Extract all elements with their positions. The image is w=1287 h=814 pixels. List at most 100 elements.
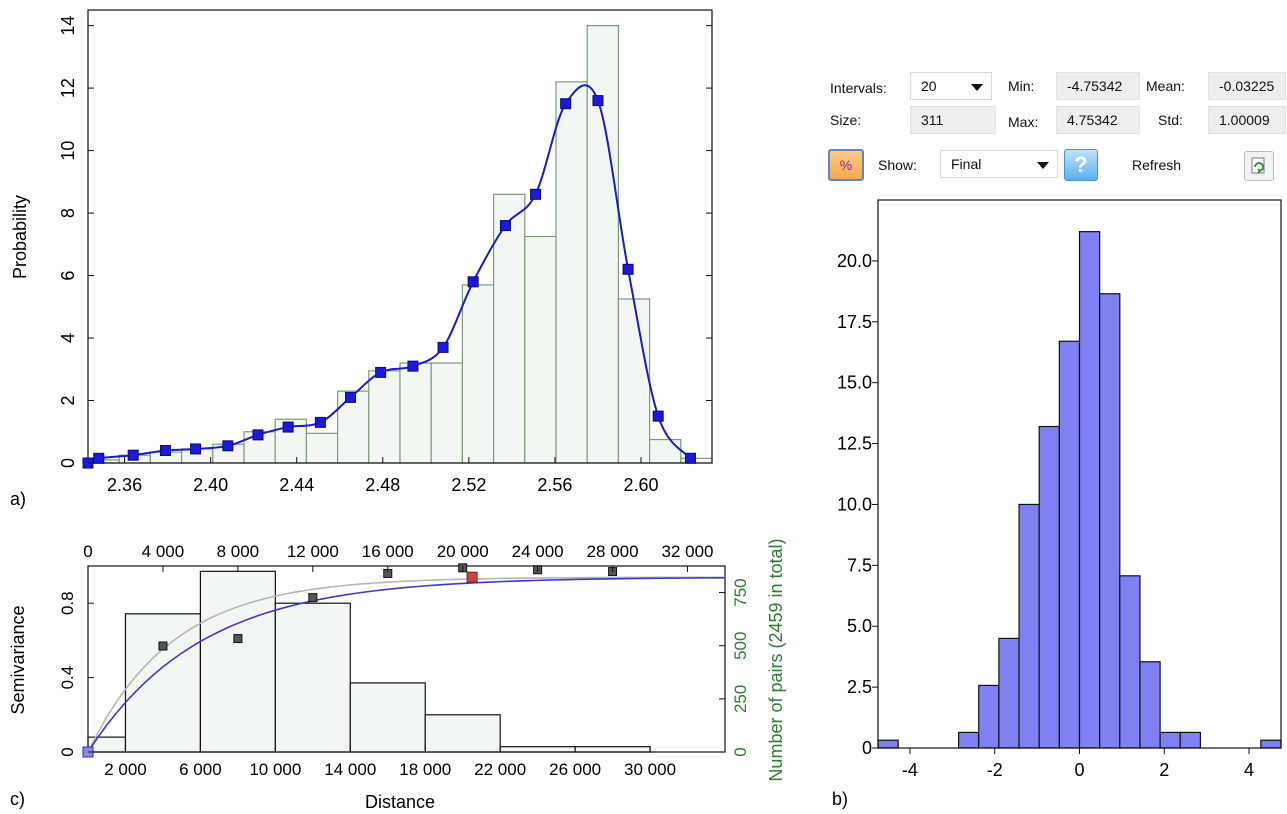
model-curve-gray	[87, 576, 726, 753]
bottom-x-tick-label: 10 000	[249, 760, 301, 779]
histogram-bar	[617, 298, 651, 464]
y-tick-label: 10	[58, 141, 78, 161]
data-point	[592, 95, 604, 107]
semivariance-point	[233, 634, 243, 644]
y2-axis-label: Number of pairs (2459 in total)	[766, 538, 786, 781]
x-tick-label: 2.44	[279, 475, 314, 495]
x-tick-label: 0	[1074, 760, 1084, 780]
histogram-bar	[430, 362, 464, 464]
y-tick-label: 20.0	[837, 251, 872, 271]
intervals-label: Intervals:	[830, 80, 887, 96]
bottom-x-tick-label: 6 000	[179, 760, 222, 779]
histogram-bar	[555, 81, 588, 464]
histogram-chart-b: -4 -2 0 2 4 0 2.5 5.0 7.5 10.0 12.5 15.0 17.5 20.0	[837, 199, 1282, 780]
data-point	[467, 276, 479, 288]
std-value: 1.00009	[1208, 106, 1286, 134]
top-x-tick-label: 12 000	[287, 542, 339, 561]
x-tick-label: 2.52	[451, 475, 486, 495]
histogram-bar	[648, 438, 682, 464]
semivariance-point	[158, 641, 168, 651]
variogram-chart-c: 0 4 000 8 000 12 000 16 000 20 000 24 000 28 00…	[8, 538, 786, 812]
y-tick-label: 0	[862, 738, 872, 758]
mean-value: -0.03225	[1208, 72, 1286, 100]
std-label: Std:	[1158, 112, 1183, 128]
min-value: -4.75342	[1056, 72, 1140, 100]
y-tick-label: 0.4	[58, 666, 77, 690]
panel-label-c: c)	[10, 789, 25, 809]
refresh-icon	[1251, 157, 1265, 174]
histogram-bar	[1018, 503, 1040, 749]
x-tick-label: 2	[1159, 760, 1169, 780]
y-tick-label: 6	[58, 271, 78, 281]
refresh-button[interactable]	[1244, 151, 1274, 181]
y-tick-label: 12	[58, 78, 78, 98]
highlighted-point	[466, 571, 478, 583]
top-x-tick-label: 0	[83, 542, 92, 561]
help-button[interactable]: ?	[1064, 149, 1098, 181]
size-label: Size:	[830, 112, 862, 128]
data-point	[314, 416, 326, 428]
percent-button[interactable]: %	[828, 149, 864, 181]
histogram-bar	[978, 684, 1000, 749]
size-value: 311	[910, 106, 996, 134]
bottom-x-tick-label: 2 000	[104, 760, 147, 779]
bottom-x-tick-label: 18 000	[399, 760, 451, 779]
data-point	[684, 452, 696, 464]
histogram-chart-a: 2.36 2.40 2.44 2.48 2.52 2.56 2.60 0 2 4 6 8 10 12 14 P…	[10, 9, 713, 495]
y-tick-label: 2.5	[847, 677, 872, 697]
histogram-bar	[1099, 293, 1121, 749]
panel-label-b: b)	[832, 789, 848, 809]
top-x-tick-label: 8 000	[217, 542, 260, 561]
data-point	[560, 98, 572, 110]
show-dropdown[interactable]: Final	[940, 150, 1058, 178]
y-tick-label: 10.0	[837, 494, 872, 514]
x-tick-label: -4	[902, 760, 918, 780]
y-tick-label: 0	[58, 747, 77, 756]
max-label: Max:	[1008, 114, 1039, 130]
y2-tick-label: 750	[731, 578, 750, 606]
histogram-bar	[524, 235, 557, 464]
x-tick-label: 2.36	[107, 475, 142, 495]
histogram-bar	[1058, 340, 1081, 749]
histogram-bar	[1159, 731, 1181, 749]
semivariance-point	[308, 593, 318, 603]
data-point	[190, 443, 202, 455]
histogram-bar	[1139, 661, 1161, 749]
chevron-down-icon	[971, 84, 983, 91]
data-point	[282, 421, 294, 433]
pairs-bar	[124, 613, 202, 753]
y2-tick-label: 0	[731, 747, 750, 756]
y2-tick-label: 500	[731, 632, 750, 660]
panel-label-a: a)	[10, 489, 26, 509]
refresh-label: Refresh	[1132, 157, 1182, 173]
top-x-tick-label: 32 000	[662, 542, 714, 561]
histogram-bar	[493, 193, 526, 464]
chevron-down-icon	[1037, 162, 1049, 169]
intervals-dropdown[interactable]: 20	[910, 72, 992, 100]
pairs-bar	[274, 602, 351, 753]
y-tick-label: 5.0	[847, 616, 872, 636]
x-tick-label: 2.40	[193, 475, 228, 495]
pairs-bar	[574, 746, 651, 753]
x-axis-label: Distance	[365, 792, 435, 812]
data-point	[652, 410, 664, 422]
data-point	[407, 360, 419, 372]
y-tick-label: 0	[58, 458, 78, 468]
y-tick-label: 15.0	[837, 373, 872, 393]
data-point	[127, 449, 139, 461]
data-point	[222, 440, 234, 452]
pairs-bar	[499, 746, 576, 753]
data-point	[530, 188, 542, 200]
top-x-tick-label: 24 000	[512, 542, 564, 561]
y-tick-label: 17.5	[837, 312, 872, 332]
y-tick-label: 2	[58, 396, 78, 406]
data-point	[437, 341, 449, 353]
data-point	[159, 445, 171, 457]
histogram-bar	[998, 637, 1020, 749]
help-icon: ?	[1074, 152, 1088, 177]
pairs-bar	[199, 570, 276, 753]
plot-frame	[87, 9, 713, 464]
y-tick-label: 0.8	[58, 591, 77, 615]
histogram-bar	[305, 432, 339, 464]
histogram-bar	[1038, 425, 1060, 749]
